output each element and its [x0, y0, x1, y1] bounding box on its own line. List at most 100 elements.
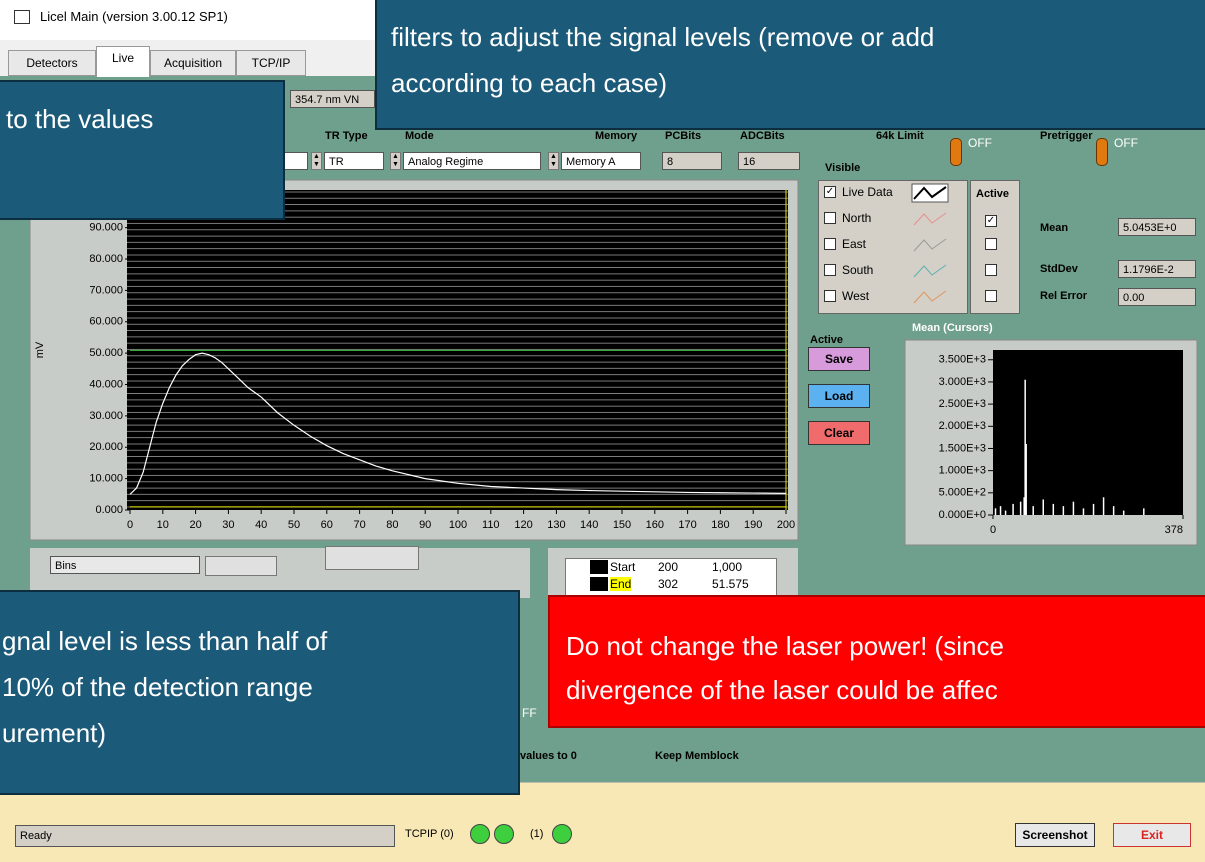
- checkbox[interactable]: ✓: [824, 186, 836, 198]
- cursor-y: 51.575: [712, 577, 749, 591]
- tab[interactable]: Detectors: [8, 50, 96, 76]
- trace-swatches: [911, 183, 949, 304]
- checkbox[interactable]: [824, 264, 836, 276]
- spinner[interactable]: ▲ ▼: [311, 152, 322, 170]
- toggle-switch[interactable]: [1096, 138, 1108, 166]
- tab-selected[interactable]: Live: [96, 46, 150, 77]
- y-tick-label: 3.000E+3: [939, 376, 986, 388]
- callout: filters to adjust the signal levels (rem…: [375, 0, 1205, 130]
- x-tick-label: 50: [288, 519, 300, 531]
- status-label: TCPIP (0): [405, 828, 454, 840]
- x-tick-label: 140: [580, 519, 598, 531]
- plot-tools[interactable]: [325, 546, 419, 570]
- x-tick-label: 170: [678, 519, 696, 531]
- led: [494, 824, 514, 844]
- x-tick-label: 378: [1165, 524, 1183, 536]
- bins-field[interactable]: Bins: [50, 556, 200, 574]
- cursor-icon: [590, 577, 608, 591]
- y-tick-label: 80.000: [89, 253, 123, 265]
- x-tick-label: 60: [321, 519, 333, 531]
- y-tick-label: 1.000E+3: [939, 465, 986, 477]
- adcbits-field: 16: [738, 152, 800, 170]
- plot-title: Mean (Cursors): [912, 322, 993, 334]
- cursor-icon: [590, 560, 608, 574]
- swatch: [911, 183, 949, 203]
- cursor-y: 1,000: [712, 560, 743, 574]
- tab[interactable]: TCP/IP: [236, 50, 306, 76]
- checkbox[interactable]: ✓: [985, 215, 997, 227]
- save-button[interactable]: Save: [808, 347, 870, 371]
- x-tick-label: 90: [419, 519, 431, 531]
- stddev-field: 1.1796E-2: [1118, 260, 1196, 278]
- mean-field: 5.0453E+0: [1118, 218, 1196, 236]
- partial-label: values to 0: [520, 750, 577, 762]
- label: Pretrigger: [1040, 130, 1093, 142]
- cursor-name: Start: [610, 560, 636, 574]
- y-tick-label: 50.000: [89, 347, 123, 359]
- y-tick-label: 30.000: [89, 410, 123, 422]
- x-tick-label: 10: [157, 519, 169, 531]
- tab[interactable]: Acquisition: [150, 50, 236, 76]
- tr-type-field[interactable]: TR: [324, 152, 384, 170]
- x-tick-label: 150: [613, 519, 631, 531]
- swatch-line: [913, 290, 947, 304]
- checkbox[interactable]: [824, 212, 836, 224]
- x-tick-label: 120: [514, 519, 532, 531]
- callout-text: divergence of the laser could be affec: [566, 675, 998, 705]
- spinner[interactable]: ▲ ▼: [390, 152, 401, 170]
- exit-button[interactable]: Exit: [1113, 823, 1191, 847]
- signal-line: [129, 352, 787, 495]
- y-tick-label: 2.500E+3: [939, 398, 986, 410]
- screenshot-button[interactable]: Screenshot: [1015, 823, 1095, 847]
- memory-field[interactable]: Memory A: [561, 152, 641, 170]
- x-tick-label: 0: [990, 524, 996, 536]
- partial-label: Keep Memblock: [655, 750, 739, 762]
- callout: to the values: [0, 80, 285, 220]
- swatch-line: [913, 238, 947, 252]
- callout-text: gnal level is less than half of: [2, 626, 328, 656]
- callout-text: to the values: [6, 104, 154, 134]
- cursor-x: 200: [658, 560, 679, 574]
- wavelength-field: 354.7 nm VN: [290, 90, 375, 108]
- trace-name: North: [842, 211, 872, 225]
- mode-field[interactable]: Analog Regime: [403, 152, 541, 170]
- label: TR Type: [325, 130, 368, 142]
- x-tick-label: 110: [482, 519, 500, 531]
- x-tick-label: 180: [711, 519, 729, 531]
- checkbox[interactable]: [824, 290, 836, 302]
- clear-button[interactable]: Clear: [808, 421, 870, 445]
- status-bar: [0, 782, 1205, 862]
- y-tick-label: 70.000: [89, 284, 123, 296]
- x-tick-label: 80: [386, 519, 398, 531]
- checkbox[interactable]: [985, 238, 997, 250]
- label: Mean: [1040, 222, 1069, 234]
- led: [552, 824, 572, 844]
- label: Visible: [825, 162, 861, 174]
- label: 64k Limit: [876, 130, 924, 142]
- status-label: (1): [530, 828, 544, 840]
- cursor-name: End: [610, 577, 632, 591]
- x-tick-label: 190: [744, 519, 762, 531]
- y-axis-label: mV: [34, 341, 46, 358]
- load-button[interactable]: Load: [808, 384, 870, 408]
- toggle-state: OFF: [1114, 136, 1138, 150]
- format-buttons[interactable]: [205, 556, 277, 576]
- callout-text: filters to adjust the signal levels (rem…: [391, 22, 935, 52]
- relerr-field: 0.00: [1118, 288, 1196, 306]
- label: PCBits: [665, 130, 702, 142]
- callout-text: according to each case): [391, 68, 668, 98]
- toggle-switch[interactable]: [950, 138, 962, 166]
- swatch-line: [913, 212, 947, 226]
- checkbox[interactable]: [824, 238, 836, 250]
- toggle-state: OFF: [968, 136, 992, 150]
- callout-text: Do not change the laser power! (since: [566, 631, 1004, 661]
- checkbox[interactable]: [985, 290, 997, 302]
- x-tick-label: 0: [127, 519, 133, 531]
- checkbox[interactable]: [985, 264, 997, 276]
- label: Active: [810, 334, 844, 346]
- spinner[interactable]: ▲ ▼: [548, 152, 559, 170]
- x-tick-label: 30: [222, 519, 234, 531]
- label: StdDev: [1040, 263, 1078, 275]
